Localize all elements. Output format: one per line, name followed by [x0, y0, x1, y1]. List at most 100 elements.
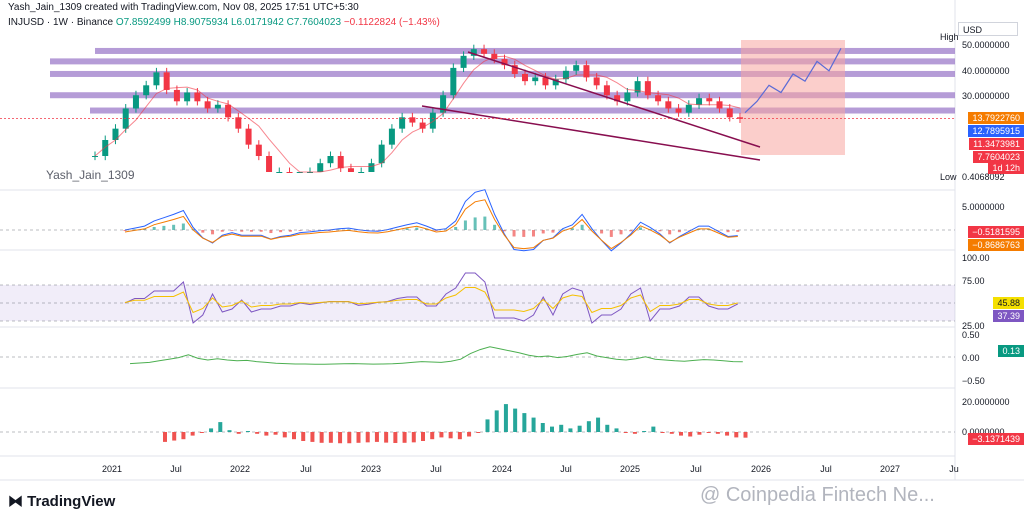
candle-body-60 — [706, 98, 713, 102]
candle-body-8 — [173, 89, 180, 102]
time-tick-3: Jul — [300, 464, 312, 474]
hist-bar-36 — [494, 410, 499, 432]
macd-bar-56 — [668, 230, 672, 235]
candle-body-59 — [696, 98, 703, 105]
macd-bar-16 — [279, 230, 283, 233]
candle-body-22 — [317, 163, 324, 172]
brand-text: TradingView — [27, 493, 116, 510]
candle-body-34 — [440, 95, 447, 113]
macd-bar-30 — [415, 227, 419, 230]
macd-bar-43 — [541, 230, 545, 234]
hist-bar-63 — [743, 432, 748, 438]
hist-bar-58 — [697, 432, 702, 435]
rsi-tick-100: 100.00 — [962, 253, 990, 263]
candle-body-11 — [204, 101, 211, 109]
high-value: H8.9075934 — [173, 17, 229, 28]
candle-body-63 — [737, 117, 743, 119]
candle-body-46 — [562, 70, 569, 80]
time-tick-8: 2025 — [619, 464, 641, 474]
hist-bar-46 — [586, 421, 591, 432]
candle-body-15 — [245, 128, 252, 145]
hist-bar-23 — [374, 432, 379, 442]
rsi-tick-25: 25.00 — [962, 321, 985, 331]
candle-body-28 — [378, 144, 385, 164]
macd-bar-39 — [502, 230, 506, 232]
hist-bar-19 — [338, 432, 343, 444]
macd-bar-34 — [454, 226, 458, 230]
macd-tag-2: −0.8686763 — [968, 239, 1024, 251]
candle-body-42 — [522, 73, 528, 82]
macd-bar-10 — [220, 230, 224, 232]
macd-bar-5 — [172, 224, 176, 230]
candle-body-44 — [542, 77, 549, 86]
rsi-ma-line — [124, 287, 738, 314]
macd-bar-55 — [658, 230, 662, 232]
hist-bar-9 — [245, 431, 250, 432]
candle-body-13 — [225, 104, 232, 118]
hist-bar-55 — [669, 432, 674, 434]
hist-bar-37 — [503, 404, 508, 432]
time-tick-10: 2026 — [750, 464, 772, 474]
hist-bar-13 — [282, 432, 287, 438]
hist-bar-45 — [577, 425, 582, 432]
time-tick-0: 2021 — [101, 464, 123, 474]
osc-tick-neg050: −0.50 — [962, 376, 985, 386]
hist-bar-53 — [651, 426, 656, 432]
candle-body-5 — [143, 85, 150, 96]
hist-bar-7 — [227, 430, 232, 432]
rsi-tag-ma: 45.88 — [993, 297, 1024, 309]
candle-body-47 — [573, 65, 580, 71]
candle-body-49 — [593, 77, 600, 86]
candle-body-57 — [675, 108, 682, 113]
tag-countdown: 1d 12h — [988, 162, 1024, 174]
macd-bar-19 — [308, 230, 312, 231]
candle-body-23 — [327, 156, 334, 164]
hist-bar-52 — [642, 431, 647, 432]
macd-bar-14 — [259, 230, 263, 232]
hist-bar-42 — [550, 426, 554, 432]
candle-body-4 — [132, 95, 139, 109]
hist-bar-3 — [190, 432, 195, 436]
hist-bar-5 — [209, 428, 214, 432]
macd-bar-47 — [580, 224, 584, 230]
hist-bar-48 — [605, 424, 610, 432]
tag-13-79: 13.7922760 — [968, 112, 1024, 124]
candle-body-24 — [337, 156, 344, 169]
hist-bar-24 — [384, 432, 389, 443]
coinpedia-watermark: @ Coinpedia Fintech Ne... — [700, 484, 935, 506]
hist-bar-47 — [596, 417, 601, 432]
hist-bar-16 — [310, 432, 315, 442]
candle-body-9 — [184, 92, 191, 102]
candle-body-7 — [163, 72, 170, 90]
time-tick-13: Ju — [949, 464, 959, 474]
hist-bar-41 — [540, 423, 545, 432]
candle-body-25 — [347, 168, 354, 172]
hist-bar-26 — [402, 432, 407, 443]
symbol-info: INJUSD · 1W · Binance O7.8592499 H8.9075… — [8, 17, 440, 28]
candle-body-17 — [266, 156, 273, 172]
candle-body-12 — [214, 104, 221, 109]
price-tick-50: 50.0000000 — [962, 40, 1010, 50]
hist-bar-6 — [218, 422, 223, 432]
candle-body-48 — [583, 65, 590, 78]
hist-tick-0: 0.0000000 — [962, 427, 1005, 437]
macd-bar-57 — [677, 230, 681, 233]
candle-body-41 — [511, 65, 518, 74]
resistance-band-4 — [90, 107, 955, 114]
macd-bar-4 — [162, 225, 166, 230]
hist-bar-49 — [614, 428, 619, 432]
macd-bar-63 — [736, 230, 740, 232]
candle-body-27 — [368, 163, 375, 172]
macd-bar-23 — [347, 229, 351, 230]
currency-button[interactable]: USD — [958, 22, 1018, 36]
hist-bar-59 — [706, 432, 711, 433]
hist-bar-33 — [467, 432, 472, 437]
hist-bar-1 — [172, 432, 177, 441]
candle-body-37 — [470, 49, 477, 56]
time-tick-4: 2023 — [360, 464, 382, 474]
candle-body-53 — [634, 81, 641, 93]
hist-bar-40 — [531, 417, 536, 432]
hist-bar-11 — [264, 432, 269, 436]
hist-bar-62 — [734, 432, 739, 438]
macd-bar-9 — [211, 230, 215, 235]
